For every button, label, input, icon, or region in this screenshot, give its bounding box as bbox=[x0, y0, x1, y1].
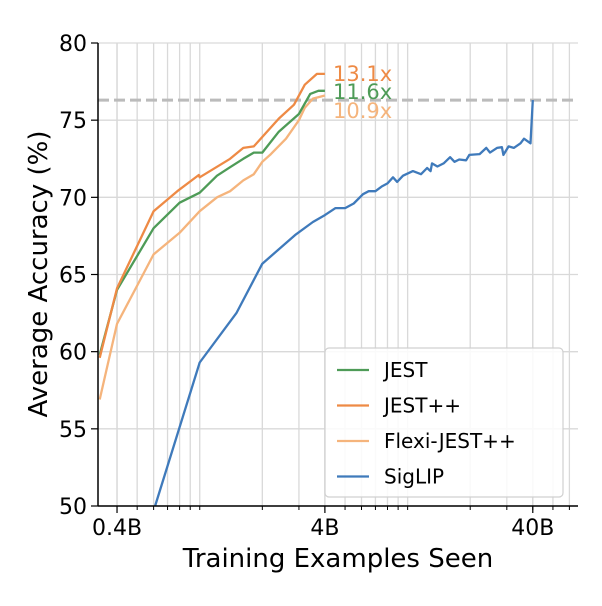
legend-box bbox=[324, 347, 564, 498]
y-tick-label: 65 bbox=[59, 264, 87, 289]
series-line-flexi-jestpp bbox=[98, 94, 326, 400]
y-tick-label: 55 bbox=[59, 418, 87, 443]
legend-label: JEST bbox=[382, 358, 428, 382]
series-line-jestpp bbox=[98, 72, 325, 359]
x-tick-label: 0.4B bbox=[92, 516, 142, 541]
end-label: 13.1x bbox=[333, 62, 392, 86]
series-line-siglip bbox=[154, 100, 534, 507]
x-tick-label: 40B bbox=[511, 516, 554, 541]
x-axis-label: Training Examples Seen bbox=[182, 544, 493, 574]
y-tick-label: 70 bbox=[59, 186, 87, 211]
series-lines bbox=[98, 72, 534, 507]
y-axis-label: Average Accuracy (%) bbox=[24, 131, 54, 418]
axes: 0.4B 4B 40B 50 55 60 65 70 75 80 bbox=[59, 32, 578, 541]
end-label: 11.6x bbox=[333, 80, 392, 104]
y-tick-label: 75 bbox=[59, 109, 87, 134]
legend-label: JEST++ bbox=[382, 394, 461, 418]
y-tick-label: 80 bbox=[59, 32, 87, 57]
legend: JEST JEST++ Flexi-JEST++ SigLIP bbox=[324, 347, 564, 498]
series-line-jest bbox=[98, 89, 325, 356]
end-label: 10.9x bbox=[333, 99, 392, 123]
legend-label: Flexi-JEST++ bbox=[384, 429, 516, 453]
y-tick-label: 50 bbox=[59, 495, 87, 520]
legend-label: SigLIP bbox=[384, 465, 444, 489]
x-tick-label: 4B bbox=[310, 516, 339, 541]
y-tick-label: 60 bbox=[59, 341, 87, 366]
